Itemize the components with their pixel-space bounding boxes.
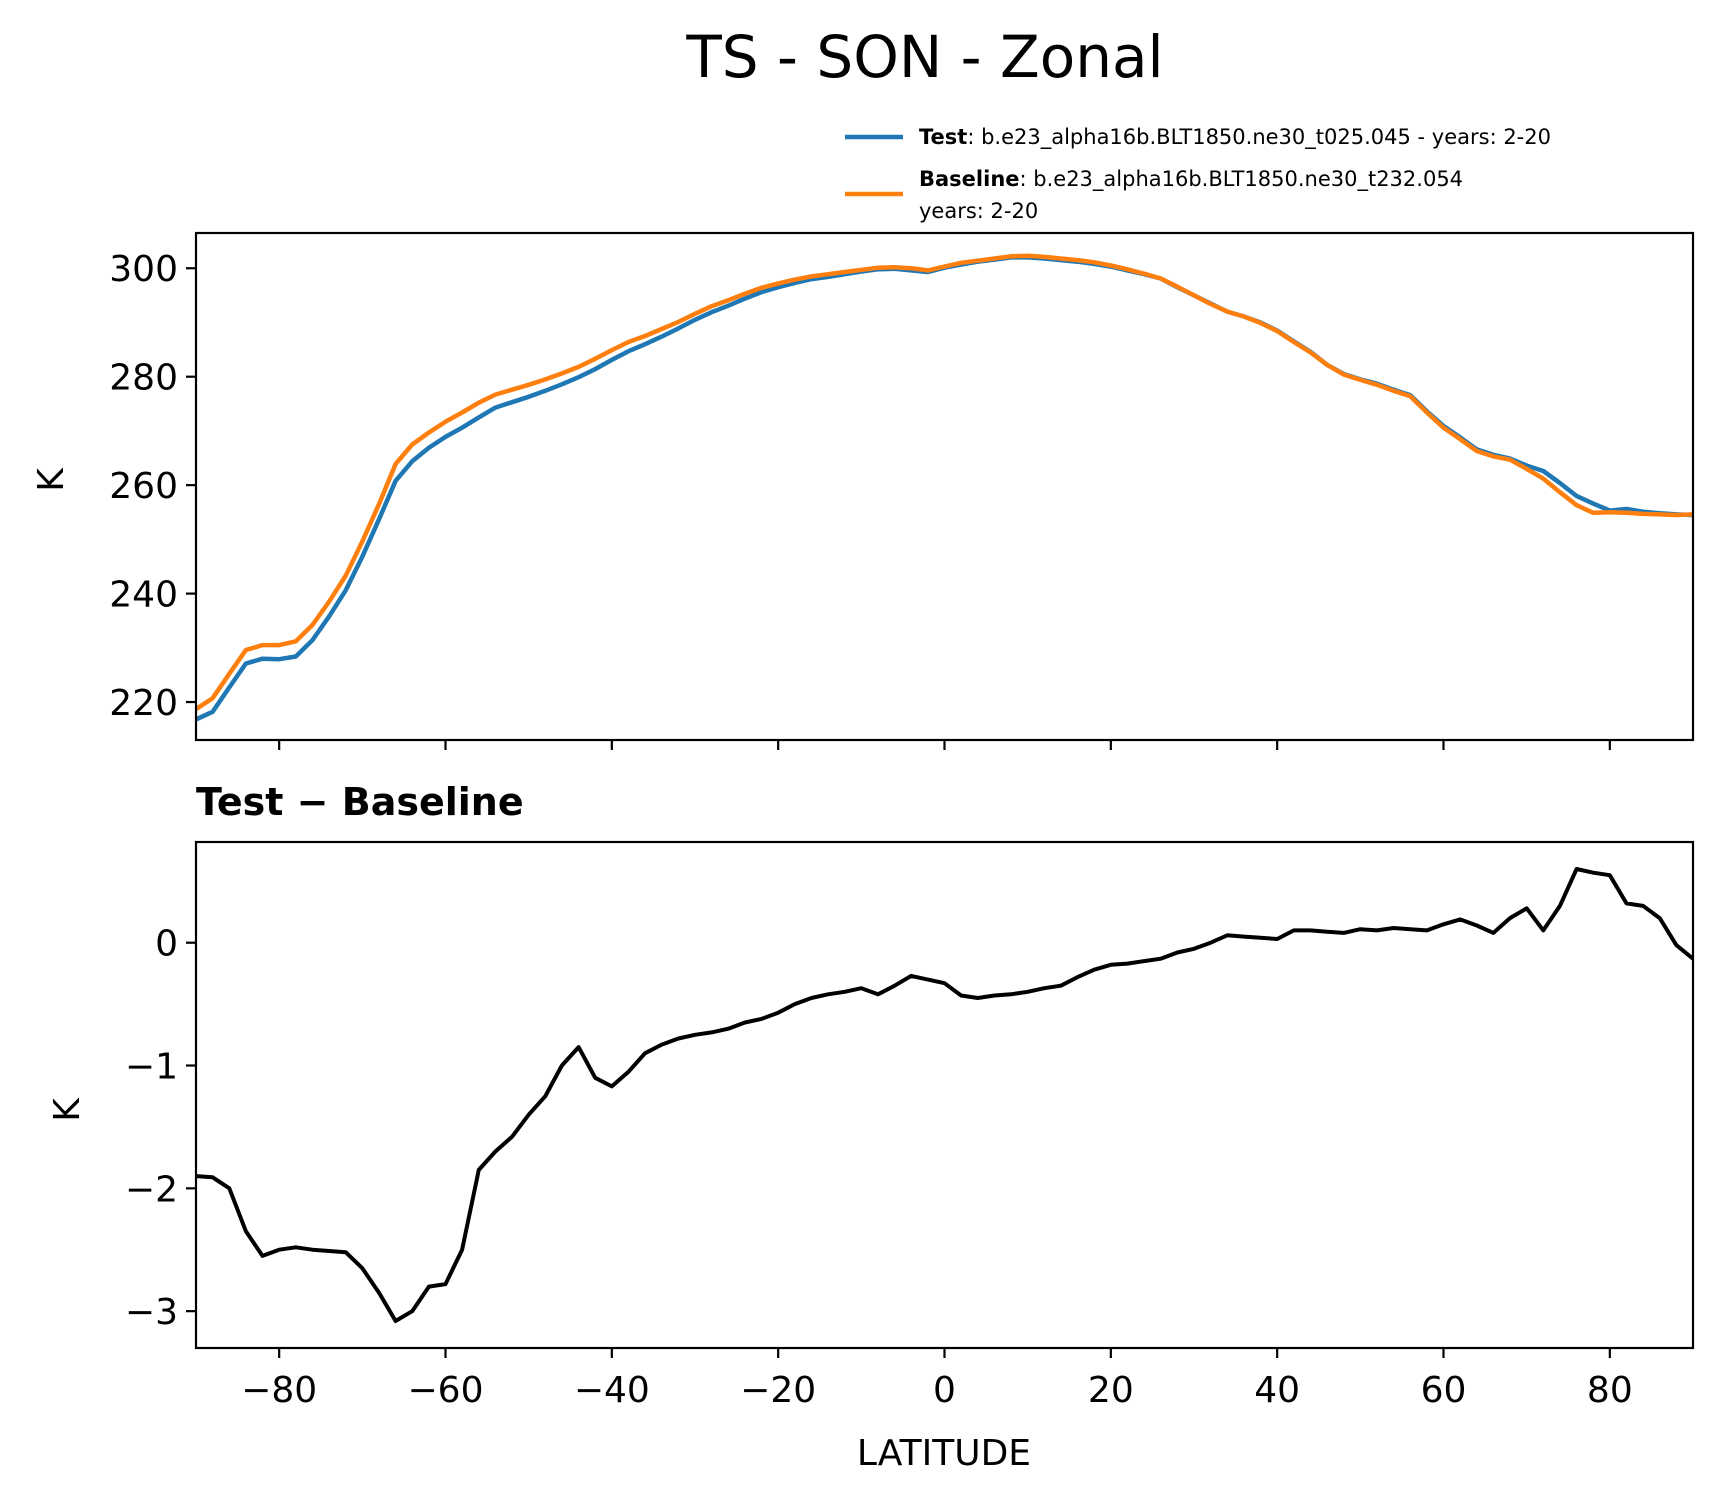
- legend-name-test: Test: [919, 125, 967, 149]
- legend: Test: b.e23_alpha16b.BLT1850.ne30_t025.0…: [845, 125, 1551, 223]
- top-panel-y-ticks: 220 240 260 280 300: [109, 249, 196, 724]
- x-tick-label: 0: [933, 1370, 956, 1411]
- bottom-panel-frame: [194, 840, 1695, 1350]
- legend-entry-test: Test: b.e23_alpha16b.BLT1850.ne30_t025.0…: [919, 125, 1551, 150]
- bottom-panel: −3 −2 −1 0 −80 −60 −40 −20 0 20 40 60 80 K LATITUDE: [47, 840, 1695, 1474]
- y-tick-label: 0: [155, 924, 178, 965]
- x-tick-label: −40: [574, 1370, 650, 1411]
- top-panel-series: [196, 253, 1693, 722]
- chart-title: TS - SON - Zonal: [685, 23, 1163, 91]
- legend-desc-test: : b.e23_alpha16b.BLT1850.ne30_t025.045 -…: [967, 125, 1551, 150]
- series-line-test-baseline: [196, 867, 1693, 1323]
- x-tick-label: 80: [1587, 1370, 1633, 1411]
- legend-desc-baseline-line2: years: 2-20: [919, 199, 1038, 223]
- top-panel: 220 240 260 280 300 K: [31, 231, 1695, 750]
- y-tick-label: 280: [109, 358, 178, 399]
- bottom-panel-y-axis-label: K: [47, 1097, 88, 1122]
- top-panel-y-axis-label: K: [31, 467, 72, 492]
- legend-name-baseline: Baseline: [919, 167, 1020, 191]
- y-tick-label: −3: [125, 1292, 178, 1333]
- bottom-panel-title: Test − Baseline: [196, 780, 524, 824]
- x-axis-label: LATITUDE: [857, 1433, 1031, 1474]
- x-tick-label: −20: [740, 1370, 816, 1411]
- legend-desc-baseline: : b.e23_alpha16b.BLT1850.ne30_t232.054: [1020, 167, 1464, 192]
- bottom-panel-series: [196, 867, 1693, 1323]
- x-tick-label: 40: [1254, 1370, 1300, 1411]
- legend-entry-baseline: Baseline: b.e23_alpha16b.BLT1850.ne30_t2…: [919, 167, 1463, 192]
- x-tick-label: −60: [408, 1370, 484, 1411]
- series-line-baseline: [196, 253, 1693, 712]
- x-tick-label: −80: [241, 1370, 317, 1411]
- y-tick-label: 240: [109, 575, 178, 616]
- x-tick-label: 60: [1421, 1370, 1467, 1411]
- y-tick-label: −1: [125, 1047, 178, 1088]
- y-tick-label: −2: [125, 1169, 178, 1210]
- bottom-panel-y-ticks: −3 −2 −1 0: [125, 924, 196, 1333]
- top-panel-frame: [194, 231, 1695, 742]
- y-tick-label: 220: [109, 683, 178, 724]
- top-panel-x-ticks: [278, 740, 1611, 750]
- y-tick-label: 260: [109, 466, 178, 507]
- y-tick-label: 300: [109, 249, 178, 290]
- bottom-panel-x-ticks: −80 −60 −40 −20 0 20 40 60 80: [241, 1348, 1633, 1411]
- x-tick-label: 20: [1088, 1370, 1134, 1411]
